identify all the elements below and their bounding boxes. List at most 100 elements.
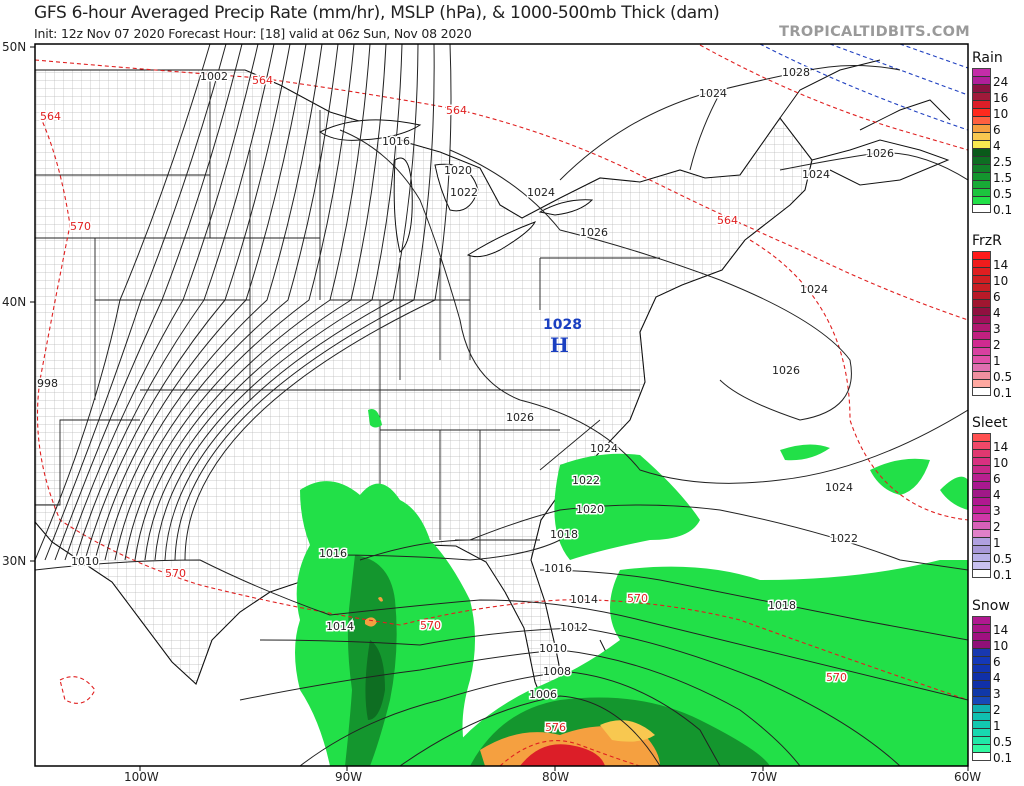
legend-swatch [973, 721, 990, 729]
svg-text:1016: 1016 [382, 135, 410, 148]
high-pressure-symbol: H [550, 333, 569, 357]
legend-swatch [973, 109, 990, 117]
svg-text:1010: 1010 [71, 555, 99, 568]
legend-label: 0.5 [993, 735, 1013, 749]
legend-swatch [973, 466, 990, 474]
isobar-line [104, 44, 323, 561]
lake-ontario [538, 199, 594, 216]
lon-label-90w: 90W [335, 770, 363, 784]
svg-text:1018: 1018 [550, 528, 578, 541]
legend-label: 4 [993, 488, 1001, 502]
isobar-line [134, 44, 371, 561]
legend-label: 0.1 [993, 203, 1013, 217]
legend-swatch [973, 737, 990, 745]
legend-label: 10 [993, 639, 1009, 653]
legend-swatch [973, 284, 990, 292]
svg-text:564: 564 [446, 104, 467, 117]
legend-swatch [973, 292, 990, 300]
svg-text:1024: 1024 [699, 87, 727, 100]
legend-label: 4 [993, 139, 1001, 153]
legend-swatch [973, 546, 990, 554]
legend-swatch [973, 450, 990, 458]
legend-swatch [973, 713, 990, 721]
thickness-contours [35, 44, 968, 766]
legend-label: 2 [993, 520, 1001, 534]
isobar-labels: 1002 1016 1020 1022 1024 1028 1024 1026 … [36, 65, 896, 703]
svg-text:1022: 1022 [830, 532, 858, 545]
svg-text:1006: 1006 [529, 688, 557, 701]
lat-label-40n: 40N [2, 295, 27, 309]
isobar-line [44, 44, 227, 561]
legend-swatch [973, 300, 990, 308]
isobar-line [84, 44, 291, 561]
svg-text:564: 564 [40, 110, 61, 123]
precipitation [295, 409, 968, 766]
legend-swatch [973, 729, 990, 737]
legend-swatch [973, 197, 990, 205]
map-title: GFS 6-hour Averaged Precip Rate (mm/hr),… [34, 3, 720, 23]
legend-swatch [973, 388, 990, 395]
legend-label: 0.5 [993, 370, 1013, 384]
legend-swatch [973, 617, 990, 625]
legend-title: Sleet [972, 415, 1008, 431]
svg-text:1024: 1024 [802, 168, 830, 181]
legend-swatch [973, 562, 990, 570]
legend-body: 14 10 6 4 3 2 1 0.5 0.1 [972, 433, 1024, 581]
watermark[interactable]: TROPICALTIDBITS.COM [779, 24, 970, 40]
legend-swatch [973, 506, 990, 514]
svg-text:1024: 1024 [825, 481, 853, 494]
svg-text:564: 564 [717, 214, 738, 227]
legend-swatch [973, 522, 990, 530]
legend-swatch [973, 442, 990, 450]
lake-erie [466, 221, 537, 258]
legend-swatch [973, 625, 990, 633]
legend-swatches [972, 616, 991, 761]
legend-swatch [973, 570, 990, 577]
legend-body: 14 10 6 4 3 2 1 0.5 0.1 [972, 251, 1024, 400]
legend-label: 10 [993, 107, 1009, 121]
legend-label: 6 [993, 290, 1001, 304]
svg-text:1014: 1014 [326, 620, 354, 633]
svg-text:1026: 1026 [580, 226, 608, 239]
legend-label: 2 [993, 703, 1001, 717]
lon-label-80w: 80W [542, 770, 570, 784]
legend-label: 6 [993, 472, 1001, 486]
legend-swatch [973, 125, 990, 133]
svg-text:570: 570 [826, 671, 847, 684]
svg-text:1026: 1026 [772, 364, 800, 377]
legend-swatch [973, 474, 990, 482]
legend-label: 0.1 [993, 386, 1013, 400]
legend-body: 14 10 6 4 3 2 1 0.5 0.1 [972, 616, 1024, 764]
legend-swatch [973, 340, 990, 348]
legend-swatch [973, 649, 990, 657]
lon-label-70w: 70W [750, 770, 778, 784]
legend-label: 4 [993, 306, 1001, 320]
legend-swatch [973, 77, 990, 85]
axis-ticks [30, 46, 969, 771]
canada-coast [779, 59, 951, 186]
lat-label-30n: 30N [2, 554, 27, 568]
legend-swatch [973, 681, 990, 689]
legend-swatch [973, 141, 990, 149]
legend-swatch [973, 205, 990, 212]
legend-label: 2.5 [993, 155, 1013, 169]
legend-swatch [973, 316, 990, 324]
legend-swatch [973, 69, 990, 77]
legend-swatch [973, 434, 990, 442]
isobar-line [35, 44, 211, 561]
svg-text:1014: 1014 [570, 593, 598, 606]
legend-label: 14 [993, 440, 1009, 454]
legend-sleet: Sleet 14 10 6 4 3 2 1 0.5 0.1 [972, 415, 1024, 581]
legend-label: 3 [993, 322, 1001, 336]
legend-swatch [973, 252, 990, 260]
legend-swatch [973, 633, 990, 641]
legend-swatch [973, 745, 990, 753]
legend-swatch [973, 332, 990, 340]
map-frame [34, 43, 969, 767]
legend-title: Snow [972, 598, 1010, 614]
legend-swatch [973, 689, 990, 697]
svg-text:1016: 1016 [544, 562, 572, 575]
isobar-line [64, 44, 259, 561]
lake-huron [434, 163, 479, 212]
legend-swatches [972, 433, 991, 578]
